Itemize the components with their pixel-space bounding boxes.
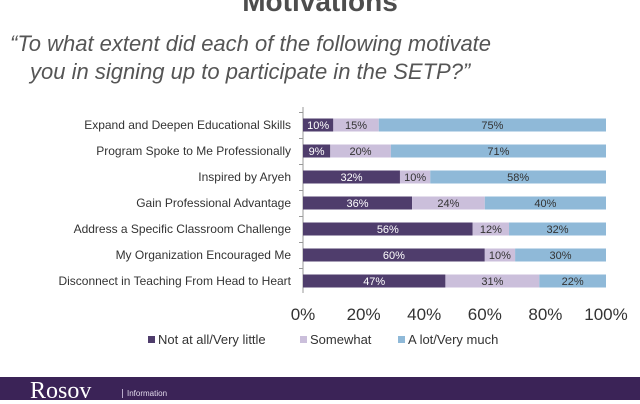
data-label: 10%: [404, 172, 426, 184]
legend-label: A lot/Very much: [408, 332, 498, 347]
data-label: 30%: [550, 250, 572, 262]
x-tick-label: 80%: [528, 305, 562, 324]
bar-segment: [484, 248, 516, 262]
data-label: 56%: [377, 224, 399, 236]
question-line-1: “To what extent did each of the followin…: [10, 31, 492, 56]
bar-segment: [399, 170, 431, 184]
category-label: Inspired by Aryeh: [198, 170, 291, 184]
survey-question: “To what extent did each of the followin…: [10, 30, 630, 86]
bar-segment: [303, 144, 331, 158]
bar-segment: [412, 196, 485, 210]
data-label: 10%: [307, 120, 329, 132]
x-tick-label: 100%: [584, 305, 627, 324]
bar-segment: [303, 170, 400, 184]
bar-segment: [430, 170, 606, 184]
data-label: 15%: [345, 120, 367, 132]
data-label: 40%: [534, 198, 556, 210]
stacked-bar-chart: Expand and Deepen Educational Skills 10% 1…: [58, 107, 628, 347]
bar-segment: [472, 222, 510, 236]
data-label: 60%: [383, 250, 405, 262]
x-tick-label: 40%: [407, 305, 441, 324]
bar-segment: [515, 248, 606, 262]
bar-segment: [378, 118, 606, 132]
bar-segment: [509, 222, 606, 236]
bar-segment: [330, 144, 391, 158]
data-label: 36%: [347, 198, 369, 210]
data-label: 24%: [437, 198, 459, 210]
logo-subtitle: Information: [122, 389, 167, 398]
data-label: 32%: [340, 172, 362, 184]
legend-swatch: [300, 336, 307, 343]
category-label: Program Spoke to Me Professionally: [96, 144, 291, 158]
footer-bar: Rosov Information: [0, 377, 640, 404]
bar-segment: [303, 196, 413, 210]
data-label: 75%: [481, 120, 503, 132]
bar-segment: [303, 222, 473, 236]
data-label: 32%: [547, 224, 569, 236]
bar-segment: [303, 118, 334, 132]
bar-segment: [390, 144, 606, 158]
data-label: 10%: [489, 250, 511, 262]
data-label: 22%: [562, 276, 584, 288]
legend-swatch: [148, 336, 155, 343]
x-tick-label: 20%: [347, 305, 381, 324]
x-tick-label: 60%: [468, 305, 502, 324]
data-label: 58%: [507, 172, 529, 184]
data-label: 12%: [480, 224, 502, 236]
bar-segment: [303, 274, 446, 288]
data-label: 20%: [350, 146, 372, 158]
category-label: Expand and Deepen Educational Skills: [84, 118, 291, 132]
company-logo: Rosov: [30, 378, 92, 404]
bar-segment: [303, 248, 485, 262]
category-label: Gain Professional Advantage: [136, 196, 291, 210]
category-label: Address a Specific Classroom Challenge: [74, 222, 292, 236]
category-label: Disconnect in Teaching From Head to Hear…: [58, 274, 291, 288]
bar-segment: [445, 274, 540, 288]
legend-swatch: [398, 336, 405, 343]
question-line-2: you in signing up to participate in the …: [30, 59, 471, 84]
bar-segment: [539, 274, 606, 288]
bar-segment: [333, 118, 379, 132]
data-label: 9%: [309, 146, 325, 158]
data-label: 31%: [481, 276, 503, 288]
data-label: 47%: [363, 276, 385, 288]
x-tick-label: 0%: [291, 305, 316, 324]
legend-label: Not at all/Very little: [158, 332, 266, 347]
data-label: 71%: [487, 146, 509, 158]
legend-label: Somewhat: [310, 332, 372, 347]
category-label: My Organization Encouraged Me: [116, 248, 292, 262]
bar-segment: [484, 196, 606, 210]
page-title: Motivations: [242, 0, 398, 17]
